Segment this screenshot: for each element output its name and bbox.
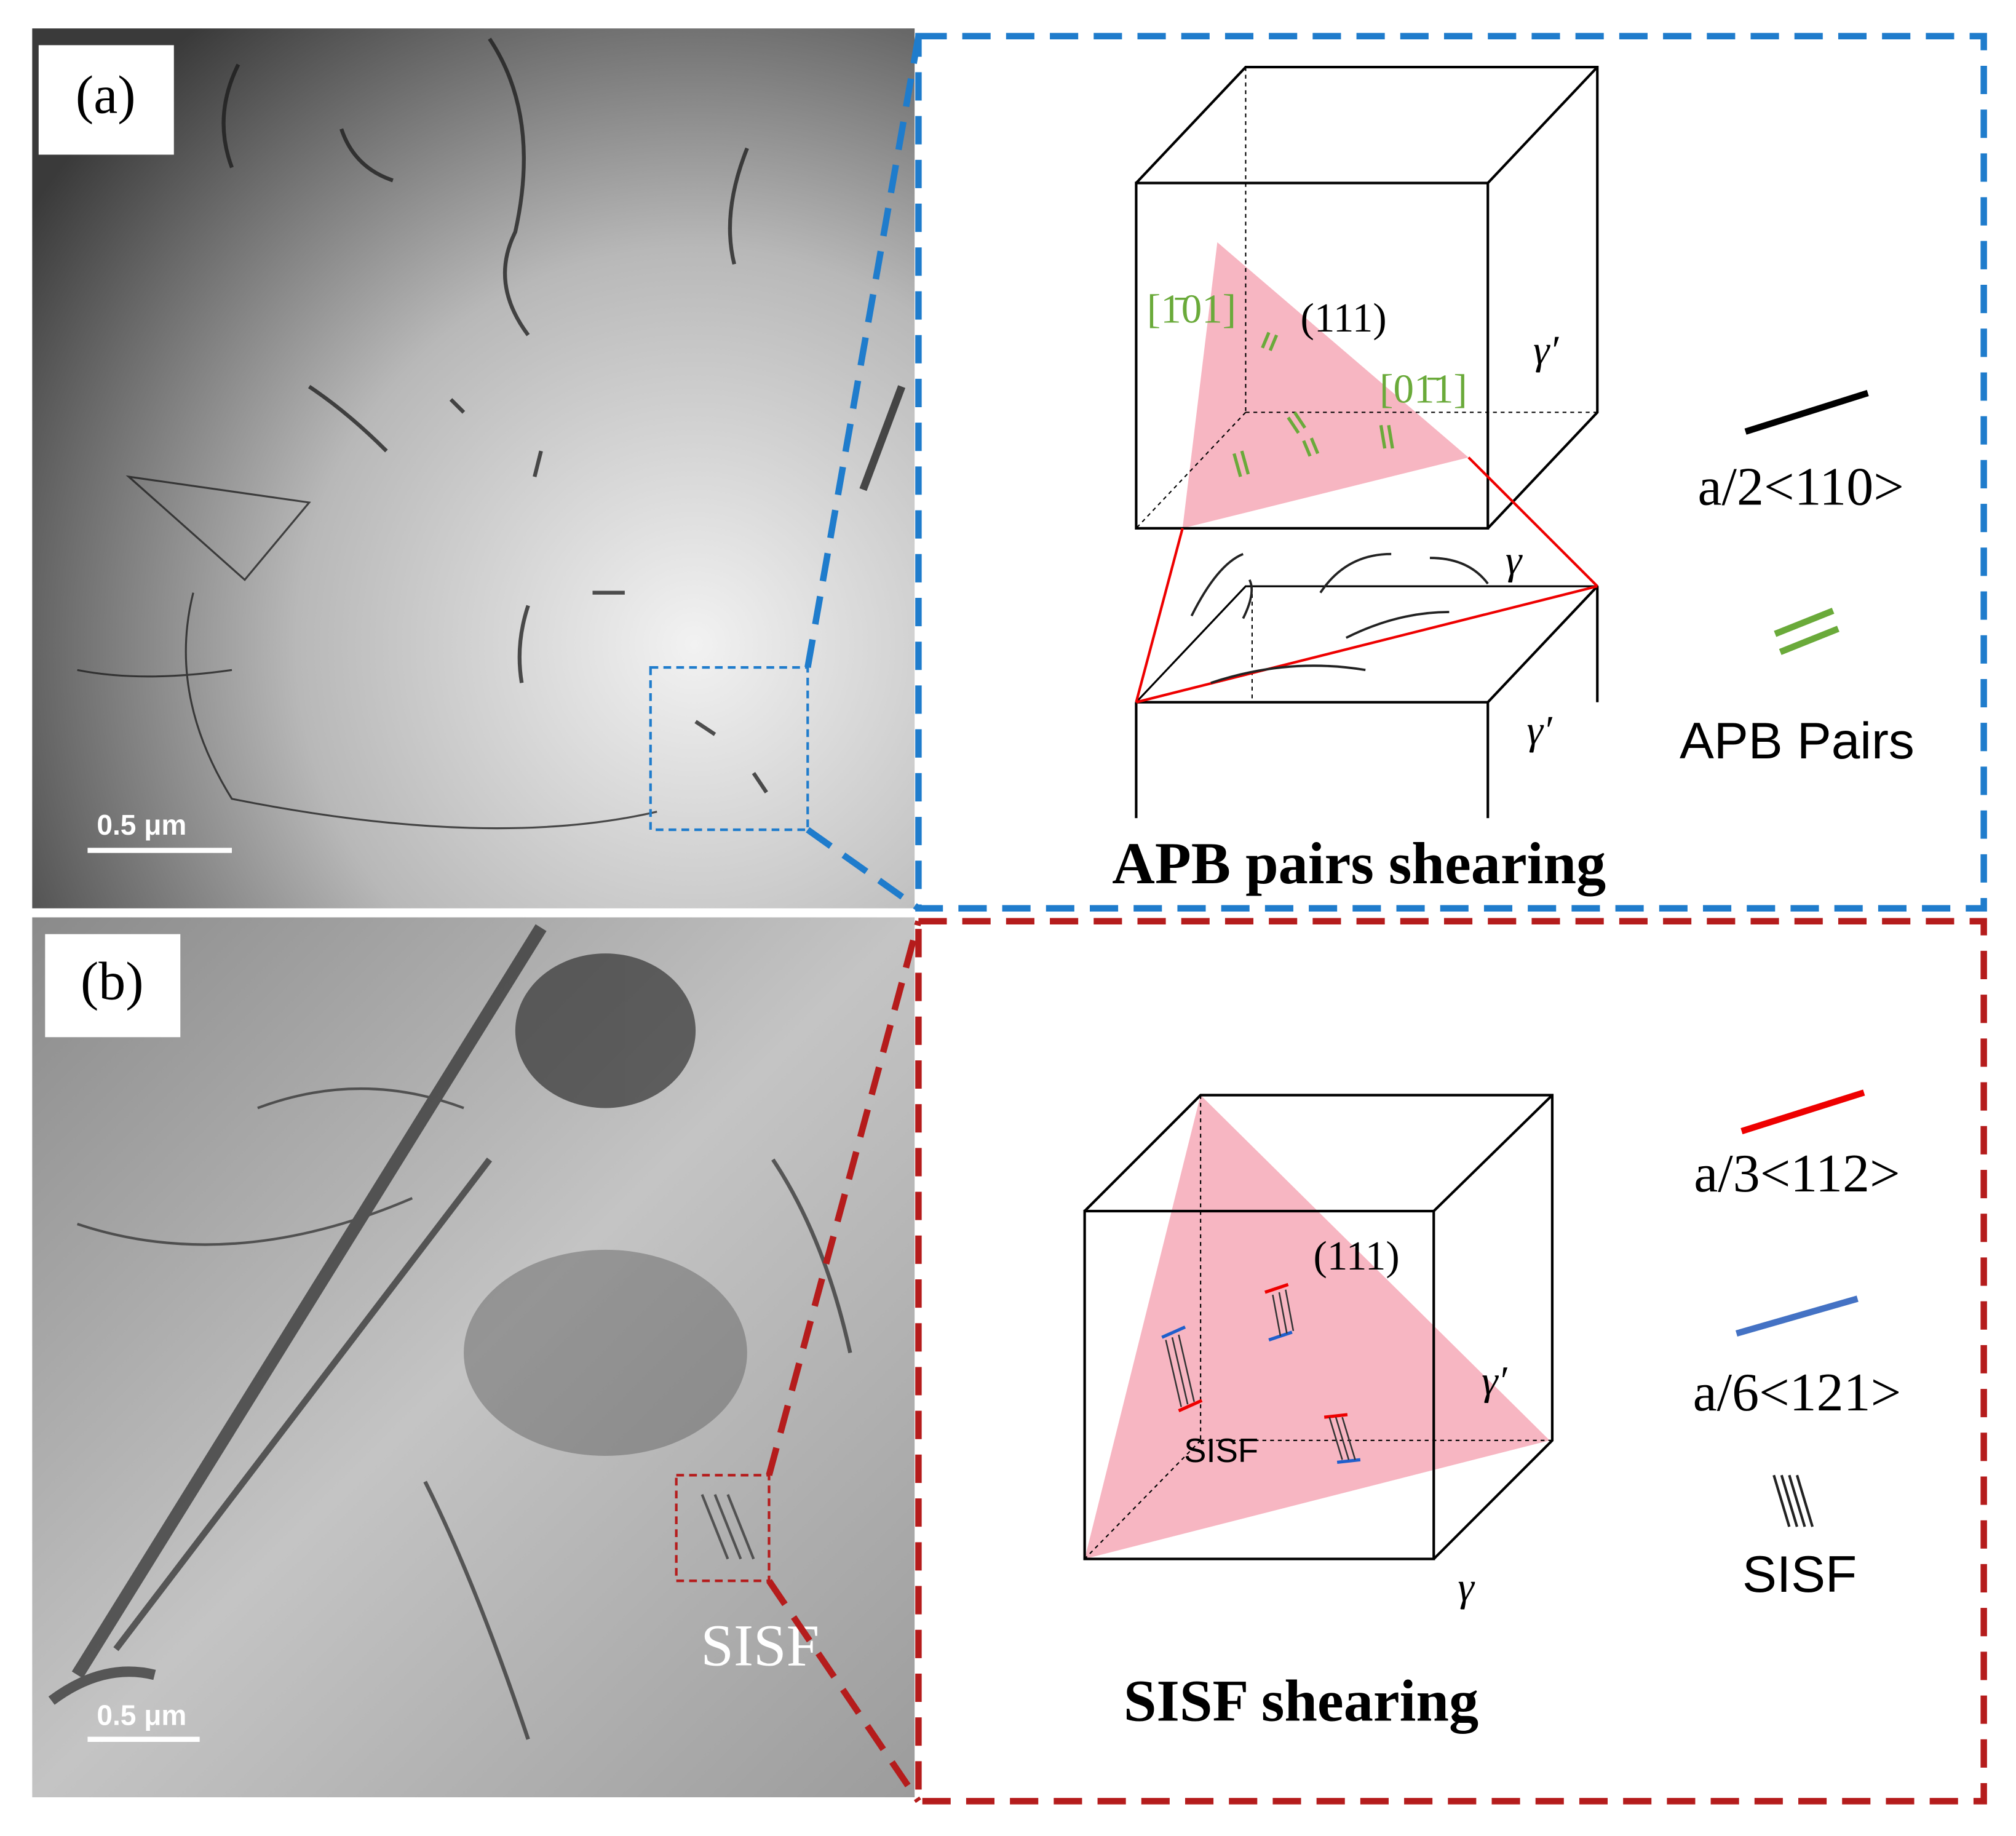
caption: SISF shearing bbox=[1124, 1668, 1478, 1734]
panel-label: (b) bbox=[81, 952, 144, 1012]
legend-label: APB Pairs bbox=[1680, 712, 1915, 769]
legend-label: a/3<112> bbox=[1694, 1144, 1900, 1204]
legend-label: SISF bbox=[1742, 1545, 1857, 1603]
schematic-b: (111) γ′ SISF γ a/3<112> a/6<121> SISF S… bbox=[1083, 1089, 1902, 1734]
caption: APB pairs shearing bbox=[1112, 830, 1606, 896]
direction-label: [1̄01] bbox=[1147, 286, 1236, 332]
schematic-a: [1̄01] (111) [01̄1] γ′ γ γ′ a/2<110> APB… bbox=[1112, 65, 1915, 896]
tem-image-b bbox=[32, 917, 915, 1798]
legend-label: a/6<121> bbox=[1693, 1363, 1902, 1423]
plane-label: (111) bbox=[1313, 1233, 1399, 1279]
direction-label: [01̄1] bbox=[1379, 366, 1467, 411]
label-box-a: (a) bbox=[38, 45, 174, 155]
image-annotation: SISF bbox=[700, 1612, 819, 1678]
label-box-b: (b) bbox=[45, 934, 181, 1038]
phase-label: γ bbox=[1506, 538, 1523, 583]
plane-label: (111) bbox=[1301, 295, 1387, 341]
tem-image-a bbox=[32, 28, 915, 908]
scale-bar-label: 0.5 μm bbox=[97, 1699, 186, 1731]
zoom-box bbox=[649, 666, 809, 832]
phase-label: γ′ bbox=[1482, 1358, 1507, 1404]
frames bbox=[766, 33, 1987, 1805]
legend-label: a/2<110> bbox=[1698, 457, 1904, 517]
fault-label: SISF bbox=[1184, 1432, 1258, 1469]
zoom-box bbox=[675, 1474, 771, 1583]
phase-label: γ′ bbox=[1526, 707, 1552, 753]
scale-bar-label: 0.5 μm bbox=[97, 809, 186, 841]
phase-label: γ bbox=[1458, 1564, 1475, 1610]
phase-label: γ′ bbox=[1533, 328, 1559, 373]
panel-label: (a) bbox=[76, 66, 136, 125]
